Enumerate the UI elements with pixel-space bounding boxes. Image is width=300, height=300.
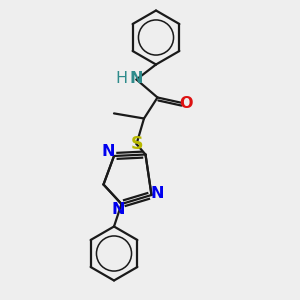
- Text: N: N: [101, 144, 115, 159]
- Text: N: N: [151, 186, 164, 201]
- Text: O: O: [179, 96, 193, 111]
- Text: H: H: [116, 71, 128, 86]
- Text: N: N: [130, 71, 143, 86]
- Text: N: N: [112, 202, 125, 217]
- Text: S: S: [130, 135, 143, 153]
